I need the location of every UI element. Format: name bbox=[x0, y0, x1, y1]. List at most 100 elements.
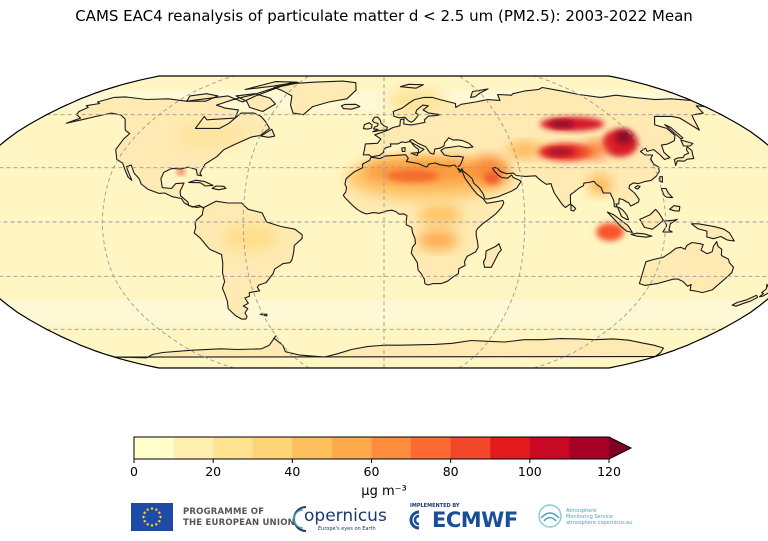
colorbar-tick-label: 0 bbox=[130, 464, 138, 479]
ecmwf-logo-icon bbox=[409, 510, 420, 530]
coastline-australia bbox=[638, 241, 735, 294]
colorbar: 0 20 40 60 80 100 120 bbox=[130, 436, 633, 479]
eu-programme-text: PROGRAMME OF THE EUROPEAN UNION bbox=[183, 507, 295, 529]
coastline-britain bbox=[371, 116, 388, 133]
coastline-sulawesi bbox=[662, 218, 678, 233]
coastline-greenland bbox=[273, 80, 357, 116]
copernicus-logo-icon bbox=[293, 506, 307, 532]
coastline-hispaniola bbox=[211, 185, 227, 191]
coastline-cuba bbox=[188, 179, 214, 187]
band-antarctic bbox=[0, 370, 768, 420]
hotspot-arabia-core bbox=[484, 172, 500, 184]
land-north-america bbox=[66, 82, 300, 209]
map-title: CAMS EAC4 reanalysis of particulate matt… bbox=[75, 7, 693, 25]
colorbar-segment bbox=[490, 437, 531, 459]
coastline-europe bbox=[362, 86, 706, 221]
land-baffin bbox=[236, 93, 276, 112]
ecmwf-name: ECMWF bbox=[432, 508, 518, 532]
coastlines bbox=[65, 80, 768, 359]
colorbar-segment bbox=[213, 437, 254, 459]
colorbar-tick-label: 60 bbox=[364, 464, 380, 479]
land-south-america bbox=[194, 201, 303, 320]
colorbar-segment bbox=[529, 437, 570, 459]
hotspot-mexico bbox=[177, 169, 185, 175]
coastline-new-zealand-north bbox=[758, 283, 768, 298]
coastline-sumatra bbox=[606, 211, 633, 234]
land-greenland bbox=[274, 81, 356, 115]
coastline-novaya-zemlya bbox=[470, 88, 489, 98]
coastline-ellesmere bbox=[244, 81, 298, 91]
hotspot-east-china-core bbox=[616, 130, 632, 144]
colorbar-tick-label: 20 bbox=[205, 464, 221, 479]
eu-line-1: PROGRAMME OF bbox=[183, 507, 265, 517]
coastline-ireland bbox=[362, 122, 373, 130]
colorbar-segment bbox=[173, 437, 214, 459]
colorbar-unit-label: μg m⁻³ bbox=[361, 484, 407, 499]
land-antarctica bbox=[114, 335, 664, 358]
coastline-africa bbox=[342, 154, 505, 286]
hotspot-indochina bbox=[588, 175, 612, 195]
coastline-newfoundland bbox=[260, 128, 276, 138]
colorbar-segment bbox=[292, 437, 333, 459]
world-map bbox=[0, 75, 768, 420]
logo-strip: PROGRAMME OF THE EUROPEAN UNION opernicu… bbox=[0, 498, 768, 541]
colorbar-segment bbox=[331, 437, 372, 459]
hotspot-iran bbox=[507, 142, 543, 158]
copernicus-tagline: Europe's eyes on Earth bbox=[318, 526, 376, 532]
colorbar-segment bbox=[252, 437, 293, 459]
eu-line-2: THE EUROPEAN UNION bbox=[183, 518, 295, 528]
coastline-sri-lanka bbox=[570, 203, 577, 212]
coastline-baffin bbox=[235, 93, 277, 113]
coastline-borneo bbox=[639, 208, 664, 230]
hotspot-amazon bbox=[222, 224, 278, 252]
colorbar-tick-label: 40 bbox=[284, 464, 300, 479]
coastline-philippines-mindanao bbox=[669, 205, 681, 212]
colorbar-extend-arrow bbox=[609, 437, 631, 459]
hotspot-southern-africa bbox=[418, 230, 458, 250]
pm25-hotspots bbox=[175, 88, 638, 252]
coastline-hokkaido bbox=[680, 139, 694, 147]
coastline-new-zealand-south bbox=[731, 294, 759, 307]
coastline-hainan bbox=[634, 185, 641, 190]
globe-outline bbox=[0, 75, 768, 369]
coastline-new-guinea bbox=[690, 223, 735, 242]
coastline-iceland bbox=[340, 103, 361, 110]
coastline-taiwan bbox=[659, 176, 663, 183]
colorbar-tick-label: 80 bbox=[443, 464, 459, 479]
coastline-madagascar bbox=[482, 243, 502, 268]
cams-line-2: Monitoring Service bbox=[566, 514, 613, 520]
hotspot-taklimakan-core bbox=[550, 120, 574, 128]
cams-line-1: Atmosphere bbox=[566, 508, 597, 514]
cams-text: Atmosphere Monitoring Service atmosphere… bbox=[566, 508, 633, 526]
land-australia bbox=[639, 241, 734, 293]
colorbar-segment bbox=[134, 437, 174, 459]
land-new-zealand-north bbox=[759, 284, 768, 297]
colorbar-frame bbox=[133, 436, 633, 460]
colorbar-segment bbox=[569, 437, 610, 459]
hotspot-north-america bbox=[175, 121, 245, 149]
colorbar-segment bbox=[411, 437, 452, 459]
hotspot-se-asia bbox=[596, 223, 624, 241]
copernicus-name: opernicus bbox=[304, 506, 387, 526]
hotspot-central-china bbox=[583, 141, 607, 159]
coastline-south-america bbox=[193, 200, 303, 320]
coastline-java bbox=[630, 232, 653, 238]
cams-line-3: atmosphere.copernicus.eu bbox=[566, 520, 633, 526]
land-madagascar bbox=[483, 243, 502, 268]
land-newfoundland bbox=[260, 129, 275, 138]
land-borneo bbox=[639, 209, 664, 230]
coastline-antarctica bbox=[114, 335, 665, 359]
colorbar-ticks: 0 20 40 60 80 100 120 bbox=[130, 459, 621, 479]
land-sulawesi bbox=[662, 219, 678, 233]
cams-logo-icon bbox=[538, 504, 562, 528]
hotspot-indo-gangetic-core bbox=[546, 148, 574, 156]
coastline-sardinia bbox=[401, 147, 406, 152]
colorbar-segments bbox=[134, 437, 610, 459]
coastline-north-america bbox=[65, 82, 300, 209]
coastline-svalbard bbox=[399, 83, 424, 89]
coastline-japan bbox=[673, 146, 695, 167]
land-hokkaido bbox=[680, 140, 693, 146]
coastline-philippines-luzon bbox=[660, 187, 674, 199]
colorbar-segment bbox=[450, 437, 491, 459]
coastline-sicily bbox=[410, 152, 419, 157]
